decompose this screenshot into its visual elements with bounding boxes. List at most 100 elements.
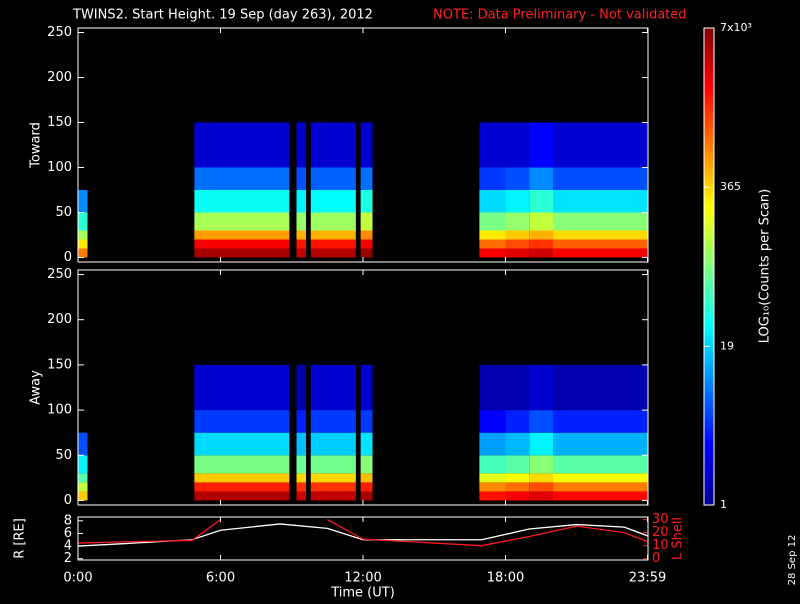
heat-cell [553, 122, 648, 168]
y-tick-label: 0 [64, 250, 72, 265]
heat-cell [479, 473, 506, 483]
colorbar-tick-label: 1 [720, 498, 727, 511]
heat-cell [553, 491, 648, 501]
heat-cell [78, 432, 88, 456]
heat-cell [296, 473, 306, 483]
colorbar [703, 27, 715, 506]
heat-cell [479, 190, 506, 213]
y-axis-label: Toward [29, 122, 44, 169]
heat-cell [360, 432, 373, 456]
heat-cell [296, 248, 306, 258]
heat-cell [553, 364, 648, 411]
y-tick-label: 2 [64, 551, 72, 566]
heat-cell [310, 491, 356, 501]
chart-title: TWINS2. Start Height. 19 Sep (day 263), … [72, 8, 373, 23]
heat-cell [479, 455, 506, 474]
heat-cell [310, 410, 356, 433]
heat-cell [194, 410, 290, 433]
x-tick-label: 0:00 [63, 571, 92, 586]
heat-cell [194, 190, 290, 213]
heat-cell [360, 491, 373, 501]
heat-cell [360, 239, 373, 249]
heat-cell [529, 167, 553, 190]
y-axis-label: R [RE] [13, 518, 28, 559]
y2-tick-label: 30 [652, 512, 669, 527]
heat-cell [529, 455, 553, 474]
heat-cell [194, 212, 290, 231]
heat-cell [553, 212, 648, 231]
y-tick-label: 4 [64, 539, 72, 554]
heat-cell [479, 230, 506, 240]
heat-cell [310, 212, 356, 231]
heat-cell [194, 239, 290, 249]
heat-cell [529, 364, 553, 411]
heat-cell [529, 248, 553, 258]
heat-cell [529, 190, 553, 213]
heat-cell [194, 473, 290, 483]
heat-cell [194, 230, 290, 240]
heat-cell [479, 432, 506, 456]
y-tick-label: 100 [47, 403, 72, 418]
y2-tick-label: 20 [652, 525, 669, 540]
heat-cell [479, 364, 506, 411]
heat-cell [78, 482, 88, 492]
y-tick-label: 50 [55, 205, 72, 220]
x-tick-label: 12:00 [344, 571, 381, 586]
heat-cell [296, 190, 306, 213]
heat-cell [194, 122, 290, 168]
heat-cell [194, 364, 290, 411]
heat-cell [310, 364, 356, 411]
heat-cell [78, 248, 88, 258]
y-tick-label: 200 [47, 312, 72, 327]
heat-cell [360, 230, 373, 240]
heat-cell [529, 432, 553, 456]
heat-cell [505, 491, 530, 501]
heat-cell [360, 212, 373, 231]
heat-cell [360, 473, 373, 483]
heat-cell [479, 239, 506, 249]
heat-cell [310, 473, 356, 483]
series-line [78, 519, 648, 547]
heat-cell [360, 455, 373, 474]
heat-cell [553, 455, 648, 474]
heat-cell [529, 230, 553, 240]
heat-cell [553, 482, 648, 492]
heat-cell [310, 230, 356, 240]
heat-cell [296, 491, 306, 501]
heat-cell [310, 239, 356, 249]
y-tick-label: 250 [47, 25, 72, 40]
y-tick-label: 100 [47, 160, 72, 175]
heat-cell [529, 482, 553, 492]
heat-cell [479, 491, 506, 501]
heat-cell [505, 230, 530, 240]
heat-cell [310, 248, 356, 258]
heat-cell [505, 167, 530, 190]
heat-cell [194, 248, 290, 258]
heat-cell [194, 455, 290, 474]
y-axis-label: Away [29, 370, 44, 405]
colorbar-label: LOG₁₀(Counts per Scan) [758, 189, 773, 344]
heat-cell [78, 190, 88, 213]
x-axis-label: Time (UT) [330, 586, 395, 601]
heat-cell [479, 410, 506, 433]
y2-tick-label: 0 [652, 551, 660, 566]
heat-cell [505, 190, 530, 213]
heat-cell [296, 410, 306, 433]
heat-cell [194, 482, 290, 492]
date: 28 Sep 12 [787, 535, 798, 586]
heat-cell [360, 410, 373, 433]
heat-cell [553, 230, 648, 240]
colorbar-tick-label: 7x10³ [720, 21, 752, 34]
heat-cell [553, 190, 648, 213]
heat-cell [553, 248, 648, 258]
heat-cell [360, 248, 373, 258]
heat-cell [296, 122, 306, 168]
heat-cell [78, 212, 88, 231]
x-tick-label: 23:59 [629, 571, 666, 586]
colorbar-tick-label: 19 [720, 339, 734, 352]
y-tick-label: 250 [47, 267, 72, 282]
y2-axis-label: L Shell [671, 517, 686, 560]
y-tick-label: 150 [47, 357, 72, 372]
heat-cell [553, 167, 648, 190]
heat-cell [194, 491, 290, 501]
